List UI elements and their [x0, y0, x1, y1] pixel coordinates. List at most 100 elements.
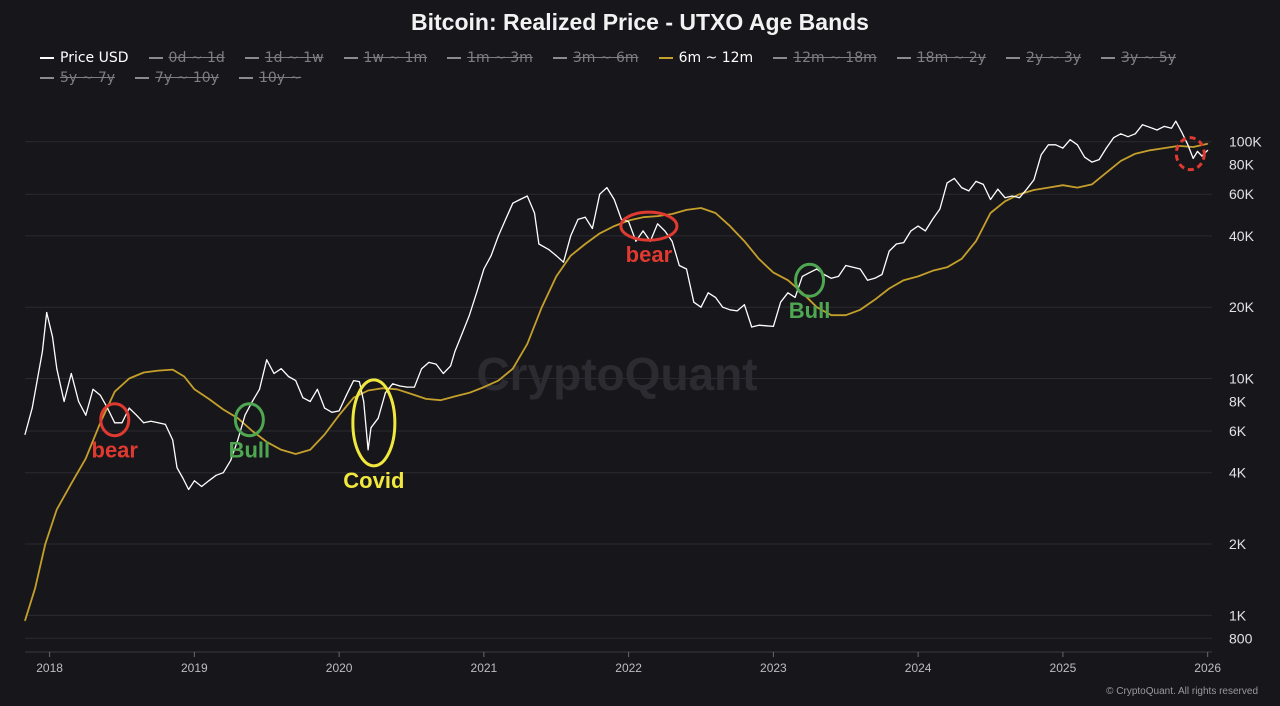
legend-item[interactable]: 3y ~ 5y	[1101, 50, 1176, 66]
price-point	[1120, 133, 1122, 135]
price-point	[41, 350, 44, 353]
realized-point	[714, 212, 717, 214]
price-point	[128, 407, 130, 409]
price-point	[1040, 154, 1042, 156]
price-point	[384, 392, 386, 394]
legend-item[interactable]: 6m ~ 12m	[658, 50, 753, 66]
realized-point	[787, 279, 789, 281]
y-tick-label: 80K	[1229, 157, 1255, 173]
realized-point	[729, 225, 731, 227]
x-tick-label: 2023	[760, 661, 787, 675]
realized-point	[324, 433, 326, 436]
price-point	[1201, 155, 1203, 157]
price-point	[794, 296, 796, 298]
price-point	[606, 187, 608, 189]
price-point	[63, 400, 65, 403]
legend-item[interactable]: 18m ~ 2y	[896, 50, 986, 66]
realized-point	[251, 430, 253, 432]
realized-point	[599, 232, 601, 234]
price-point	[599, 193, 601, 195]
legend-swatch	[896, 57, 911, 59]
price-point	[363, 400, 365, 403]
price-point	[442, 372, 444, 375]
price-point	[714, 296, 717, 298]
legend-item[interactable]: 5y ~ 7y	[40, 70, 115, 86]
price-point	[399, 385, 401, 387]
price-point	[700, 306, 702, 308]
copyright-footer: © CryptoQuant. All rights reserved	[1106, 686, 1258, 697]
price-point	[56, 368, 58, 370]
realized-point	[1062, 184, 1064, 186]
legend-item[interactable]: 1d ~ 1w	[244, 50, 324, 66]
price-point	[787, 292, 789, 294]
price-point	[157, 422, 159, 424]
price-point	[910, 230, 912, 232]
legend-item[interactable]: Price USD	[40, 50, 129, 66]
legend-swatch	[238, 77, 253, 79]
price-point	[917, 225, 919, 227]
price-point	[468, 314, 470, 316]
price-point	[273, 372, 275, 375]
realized-point	[172, 369, 174, 371]
price-point	[505, 218, 507, 220]
price-point	[519, 198, 521, 201]
legend-item[interactable]: 12m ~ 18m	[773, 50, 877, 66]
price-point	[533, 212, 536, 214]
legend-item[interactable]: 7y ~ 10y	[135, 70, 219, 86]
price-point	[51, 336, 54, 338]
y-tick-label: 40K	[1229, 228, 1255, 244]
y-tick-label: 2K	[1229, 536, 1247, 552]
price-point	[121, 422, 123, 424]
legend-item[interactable]: 1m ~ 3m	[447, 50, 533, 66]
price-point	[150, 420, 152, 422]
x-tick-label: 2022	[615, 661, 642, 675]
price-point	[830, 277, 832, 279]
price-point	[888, 250, 890, 252]
legend-label: 1m ~ 3m	[467, 50, 533, 66]
price-point	[953, 177, 955, 179]
price-point	[961, 187, 963, 189]
legend-swatch	[40, 57, 54, 59]
price-point	[982, 183, 984, 185]
legend-swatch	[148, 57, 163, 59]
realized-point	[584, 243, 586, 245]
price-point	[591, 227, 594, 230]
realized-point	[483, 386, 485, 388]
price-point	[377, 417, 379, 419]
price-point	[845, 264, 847, 267]
realized-point	[1207, 143, 1209, 145]
price-point	[613, 198, 615, 201]
price-point	[143, 422, 145, 424]
legend-label: 3m ~ 6m	[572, 50, 639, 66]
price-point	[743, 304, 746, 306]
price-point	[932, 218, 934, 220]
legend-item[interactable]: 2y ~ 3y	[1006, 50, 1081, 66]
price-point	[968, 190, 970, 192]
legend-item[interactable]: 10y ~	[238, 70, 301, 86]
price-point	[1055, 144, 1057, 146]
price-point	[548, 249, 550, 251]
legend-swatch	[40, 77, 54, 79]
price-point	[237, 439, 239, 441]
realized-point	[381, 387, 384, 389]
price-point	[476, 292, 478, 294]
price-point	[722, 306, 724, 308]
price-point	[512, 202, 514, 204]
legend-item[interactable]: 0d ~ 1d	[148, 50, 225, 66]
realized-price-6m-12m-line	[24, 142, 1208, 621]
legend-swatch	[135, 77, 150, 79]
legend-item[interactable]: 1w ~ 1m	[343, 50, 427, 66]
realized-point	[989, 212, 992, 214]
legend-swatch	[343, 57, 358, 59]
legend-swatch	[1101, 57, 1116, 59]
price-point	[483, 268, 485, 270]
realized-point	[1120, 160, 1122, 162]
price-point	[230, 460, 232, 462]
realized-point	[772, 272, 775, 274]
realized-point	[439, 399, 442, 401]
legend-item[interactable]: 3m ~ 6m	[552, 50, 639, 66]
price-point	[584, 216, 586, 218]
price-point	[244, 414, 246, 416]
realized-point	[454, 395, 456, 397]
